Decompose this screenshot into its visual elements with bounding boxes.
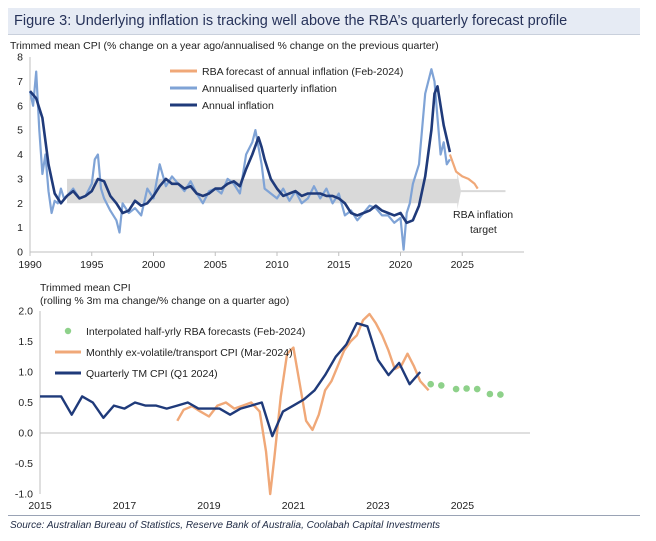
figure-title-bar: Figure 3: Underlying inflation is tracki… <box>8 8 640 35</box>
top-x-tick-label: 2010 <box>265 259 289 271</box>
bottom-y-tick-label: 0.5 <box>18 397 33 409</box>
series-line-monthly <box>176 312 430 496</box>
legend-label-annual: Annual inflation <box>202 100 274 112</box>
bottom-chart: Trimmed mean CPI (rolling % 3m ma change… <box>15 282 530 512</box>
rba-forecast-dot <box>438 382 445 389</box>
target-band-label-line1: RBA inflation <box>453 209 513 221</box>
bottom-x-tick-label: 2023 <box>366 500 390 512</box>
bottom-y-tick-label: -0.5 <box>15 458 33 470</box>
top-y-tick-label: 4 <box>17 149 23 161</box>
legend-swatch-rba-dots <box>64 327 72 335</box>
series-line-rba-forecast <box>448 154 479 190</box>
top-chart-subtitle: Trimmed mean CPI (% change on a year ago… <box>10 40 439 52</box>
top-chart-series <box>28 68 479 251</box>
top-x-tick-label: 2025 <box>451 259 475 271</box>
legend-label-forecast: RBA forecast of annual inflation (Feb-20… <box>202 66 403 78</box>
bottom-y-tick-label: -1.0 <box>15 489 33 501</box>
bottom-y-tick-label: 2.0 <box>18 306 33 318</box>
bottom-chart-axes: -1.0 -0.5 0.0 0.5 1.0 1.5 2.0 2015 2017 2019 2021 2… <box>15 306 530 512</box>
top-y-tick-label: 5 <box>17 125 23 137</box>
top-x-tick-label: 2005 <box>204 259 228 271</box>
rba-forecast-dot <box>486 390 494 398</box>
top-y-tick-label: 3 <box>17 173 23 185</box>
rba-forecast-dot <box>473 385 481 393</box>
top-chart-legend: RBA forecast of annual inflation (Feb-20… <box>170 66 403 112</box>
top-x-tick-label: 1990 <box>18 259 42 271</box>
legend-label-tm-quarterly: Quarterly TM CPI (Q1 2024) <box>86 368 218 380</box>
source-divider <box>8 515 640 516</box>
series-line-annual <box>29 85 452 225</box>
bottom-x-tick-label: 2025 <box>451 500 475 512</box>
source-note: Source: Australian Bureau of Statistics,… <box>10 520 441 531</box>
rba-forecast-dot <box>463 385 470 392</box>
bottom-x-tick-label: 2017 <box>113 500 137 512</box>
rba-forecast-dot <box>427 380 435 388</box>
bottom-y-tick-label: 1.5 <box>18 336 33 348</box>
bottom-x-tick-label: 2021 <box>282 500 306 512</box>
bottom-x-tick-label: 2019 <box>197 500 221 512</box>
top-y-tick-label: 7 <box>17 76 23 88</box>
legend-label-monthly: Monthly ex-volatile/transport CPI (Mar-2… <box>86 347 293 359</box>
bottom-y-tick-label: 0.0 <box>18 428 33 440</box>
legend-label-quarterly: Annualised quarterly inflation <box>202 83 337 95</box>
top-chart-axes: 0 1 2 3 4 5 6 7 8 1990 1995 2000 2005 2010 2015 2020 202… <box>17 52 524 271</box>
top-y-tick-label: 8 <box>17 52 23 64</box>
rba-forecast-dot <box>452 385 460 393</box>
figure-title: Figure 3: Underlying inflation is tracki… <box>14 13 568 29</box>
series-line-tm-quarterly <box>40 322 422 438</box>
top-y-tick-label: 1 <box>17 222 23 234</box>
bottom-chart-subtitle-2: (rolling % 3m ma change/% change on a qu… <box>40 295 289 307</box>
series-line-quarterly <box>28 68 451 251</box>
bottom-y-tick-label: 1.0 <box>18 367 33 379</box>
top-y-tick-label: 6 <box>17 100 23 112</box>
top-x-tick-label: 2015 <box>327 259 351 271</box>
top-chart: Trimmed mean CPI (% change on a year ago… <box>10 40 524 271</box>
top-x-tick-label: 1995 <box>80 259 104 271</box>
top-y-tick-label: 0 <box>17 247 23 259</box>
top-x-tick-label: 2000 <box>142 259 166 271</box>
rba-forecast-dot <box>497 391 504 398</box>
bottom-chart-subtitle: Trimmed mean CPI <box>40 282 131 294</box>
target-band-label-line2: target <box>470 224 497 236</box>
bottom-x-tick-label: 2015 <box>28 500 52 512</box>
bottom-chart-legend: Interpolated half-yrly RBA forecasts (Fe… <box>55 326 305 380</box>
top-x-tick-label: 2020 <box>389 259 413 271</box>
top-y-tick-label: 2 <box>17 198 23 210</box>
legend-label-rba-dots: Interpolated half-yrly RBA forecasts (Fe… <box>86 326 305 338</box>
bottom-chart-series <box>40 312 504 496</box>
